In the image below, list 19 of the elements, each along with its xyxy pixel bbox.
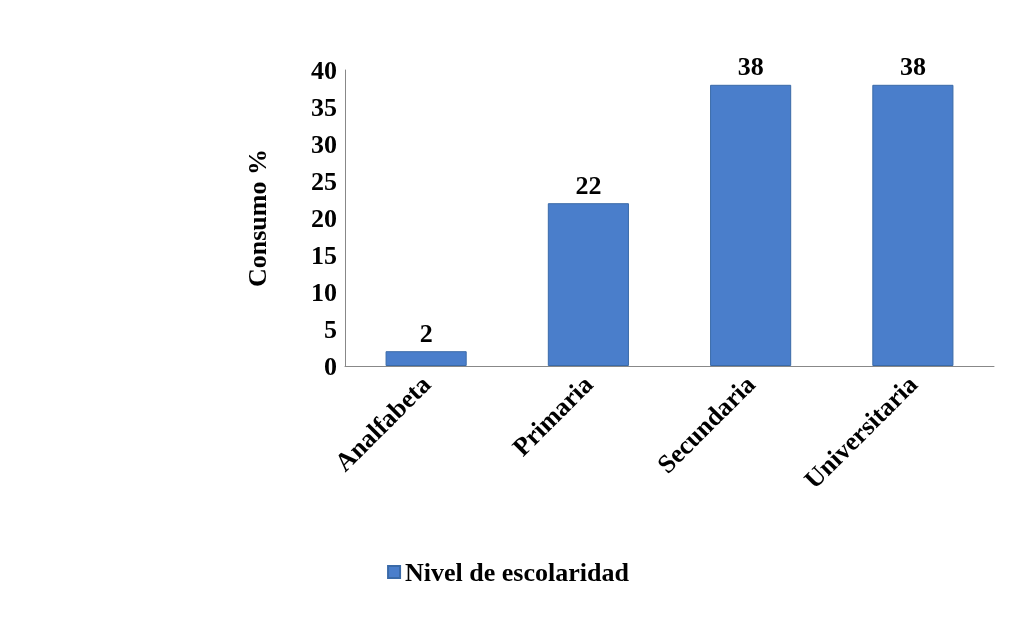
data-label: 22 — [575, 170, 602, 200]
legend-label: Nivel de escolaridad — [405, 557, 630, 587]
data-label: 38 — [737, 52, 764, 82]
bar — [872, 84, 954, 366]
y-tick-label: 20 — [311, 203, 337, 233]
y-tick-label: 15 — [311, 240, 337, 270]
y-axis-title: Consumo % — [242, 149, 272, 287]
y-tick-label: 40 — [311, 55, 337, 85]
y-tick-label: 35 — [311, 92, 337, 122]
bar — [385, 351, 467, 366]
data-label: 2 — [419, 318, 433, 348]
y-tick-label: 25 — [311, 166, 337, 196]
y-tick-label: 30 — [311, 129, 337, 159]
y-tick-label: 0 — [324, 351, 337, 381]
bar — [710, 84, 792, 366]
bar — [547, 203, 629, 366]
y-tick-label: 5 — [324, 314, 337, 344]
y-tick-label: 10 — [311, 277, 337, 307]
data-label: 38 — [899, 52, 926, 82]
